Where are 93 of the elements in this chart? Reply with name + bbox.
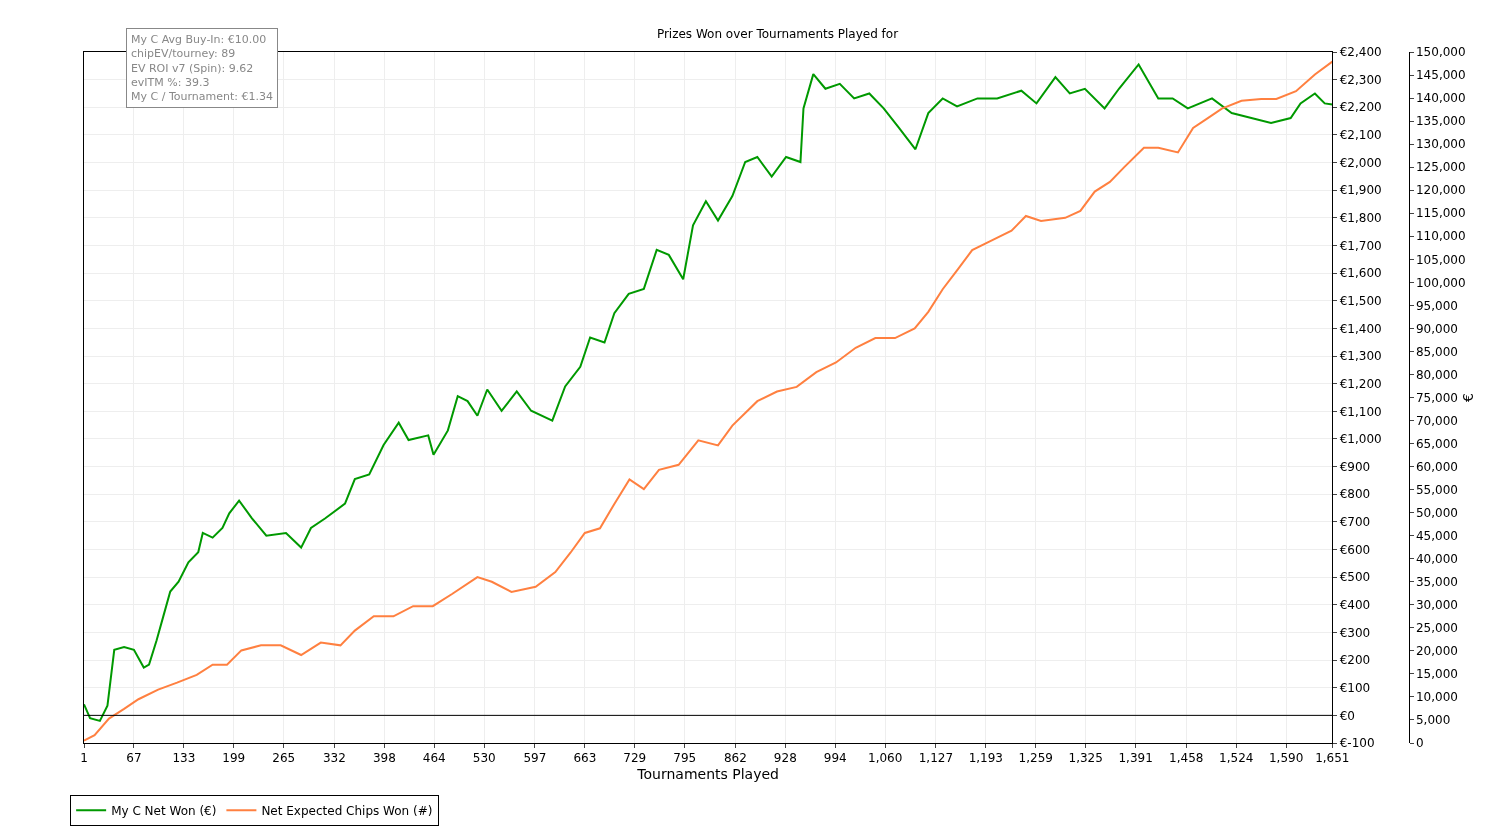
x-tick-label: 530 <box>472 751 496 766</box>
y-tick-label: €2,200 <box>1339 100 1382 115</box>
y2-tick-label: 145,000 <box>1415 68 1466 83</box>
y-tick-label: €700 <box>1339 515 1371 530</box>
x-axis-title: Tournaments Played <box>636 765 779 782</box>
y2-tick-label: 10,000 <box>1415 690 1458 705</box>
y2-tick-label: 110,000 <box>1415 229 1466 244</box>
y2-tick-label: 120,000 <box>1415 183 1466 198</box>
y2-tick-label: 65,000 <box>1415 436 1458 451</box>
y2-tick-label: 15,000 <box>1415 667 1458 682</box>
y2-tick-label: 20,000 <box>1415 644 1458 659</box>
annotation: My C / Tournament: €1.34 <box>131 90 273 104</box>
y-tick-label: €2,400 <box>1339 45 1382 60</box>
x-tick-label: 1,193 <box>968 751 1003 766</box>
x-tick-label: 265 <box>272 751 296 766</box>
y-tick-label: €200 <box>1339 653 1371 668</box>
y2-tick-label: 135,000 <box>1415 114 1466 129</box>
y2-tick-label: 115,000 <box>1415 206 1466 221</box>
x-tick-label: 1,524 <box>1219 751 1254 766</box>
y2-tick-label: 140,000 <box>1415 91 1466 106</box>
x-tick-label: 1,651 <box>1315 751 1350 766</box>
y2-tick-label: 100,000 <box>1415 275 1466 290</box>
y-tick-label: €300 <box>1339 625 1371 640</box>
y-tick-label: €1,000 <box>1339 432 1382 447</box>
x-tick-label: 729 <box>623 751 647 766</box>
y2-tick-label: 125,000 <box>1415 160 1466 175</box>
y2-tick-label: 35,000 <box>1415 574 1458 589</box>
y2-tick-label: 60,000 <box>1415 459 1458 474</box>
y-tick-label: €0 <box>1339 708 1355 723</box>
x-tick-label: 133 <box>172 751 196 766</box>
y-tick-label: €2,300 <box>1339 72 1382 87</box>
annotation: chipEV/tourney: 89 <box>131 47 236 61</box>
annotation: EV ROI v7 (Spin): 9.62 <box>131 61 254 75</box>
x-tick-label: 1,060 <box>868 751 903 766</box>
y-tick-label: €2,100 <box>1339 128 1382 143</box>
x-tick-label: 1,325 <box>1068 751 1103 766</box>
y2-tick-label: 130,000 <box>1415 137 1466 152</box>
y-tick-label: €1,700 <box>1339 238 1382 253</box>
annotation: evITM %: 39.3 <box>131 75 210 89</box>
x-tick-label: 332 <box>322 751 346 766</box>
x-tick-label: 1,391 <box>1118 751 1153 766</box>
y2-tick-label: 105,000 <box>1415 252 1466 267</box>
x-tick-label: 597 <box>523 751 547 766</box>
y-tick-label: €800 <box>1339 487 1371 502</box>
y2-tick-label: 55,000 <box>1415 482 1458 497</box>
y-tick-label: €600 <box>1339 542 1371 557</box>
x-tick-label: 1,127 <box>918 751 954 766</box>
y2-tick-label: 70,000 <box>1415 413 1458 428</box>
y-tick-label: €2,000 <box>1339 155 1382 170</box>
y-tick-label: €500 <box>1339 570 1371 585</box>
x-tick-label: 928 <box>773 751 797 766</box>
y-tick-label: €1,300 <box>1339 349 1382 364</box>
y-tick-label: €1,900 <box>1339 183 1382 198</box>
x-tick-label: 795 <box>673 751 697 766</box>
y-tick-label: €-100 <box>1339 736 1375 751</box>
y-tick-label: €400 <box>1339 598 1371 612</box>
x-tick-label: 1 <box>80 751 88 766</box>
y2-tick-label: 30,000 <box>1415 598 1458 612</box>
y-tick-label: €1,600 <box>1339 266 1382 281</box>
legend-label: Net Expected Chips Won (#) <box>261 804 433 819</box>
y-tick-label: €1,100 <box>1339 404 1382 419</box>
x-tick-label: 994 <box>823 751 847 766</box>
legend-label: My C Net Won (€) <box>111 804 217 819</box>
y2-tick-label: 150,000 <box>1415 45 1466 60</box>
y2-tick-label: 85,000 <box>1415 344 1458 359</box>
x-tick-label: 1,259 <box>1018 751 1053 766</box>
y-tick-label: €1,500 <box>1339 293 1382 308</box>
y2-tick-label: 40,000 <box>1415 551 1458 566</box>
y2-tick-label: 50,000 <box>1415 505 1458 520</box>
y2-tick-label: 0 <box>1415 736 1424 751</box>
y2-tick-label: 25,000 <box>1415 621 1458 636</box>
y2-tick-label: 45,000 <box>1415 528 1458 543</box>
y2-axis-title: € <box>1459 393 1476 402</box>
y2-tick-label: 90,000 <box>1415 321 1458 336</box>
y2-tick-label: 5,000 <box>1415 713 1451 728</box>
y-tick-label: €1,800 <box>1339 211 1382 226</box>
x-tick-label: 862 <box>723 751 747 766</box>
y-tick-label: €100 <box>1339 680 1371 695</box>
y2-tick-label: 75,000 <box>1415 390 1458 405</box>
text: My C Avg Buy-In: €10.00 <box>131 33 267 46</box>
x-tick-label: 1,590 <box>1268 751 1304 766</box>
x-tick-label: 199 <box>222 751 246 766</box>
y-tick-label: €1,200 <box>1339 376 1382 391</box>
y2-tick-label: 80,000 <box>1415 367 1458 382</box>
x-tick-label: 398 <box>372 751 396 766</box>
y-tick-label: €900 <box>1339 459 1371 474</box>
x-tick-label: 464 <box>422 751 446 766</box>
chart-title: Prizes Won over Tournaments Played for <box>656 26 899 41</box>
x-tick-label: 1,458 <box>1169 751 1204 766</box>
y2-tick-label: 95,000 <box>1415 298 1458 313</box>
x-tick-label: 67 <box>126 751 142 766</box>
x-tick-label: 663 <box>573 751 597 766</box>
y-tick-label: €1,400 <box>1339 321 1382 336</box>
